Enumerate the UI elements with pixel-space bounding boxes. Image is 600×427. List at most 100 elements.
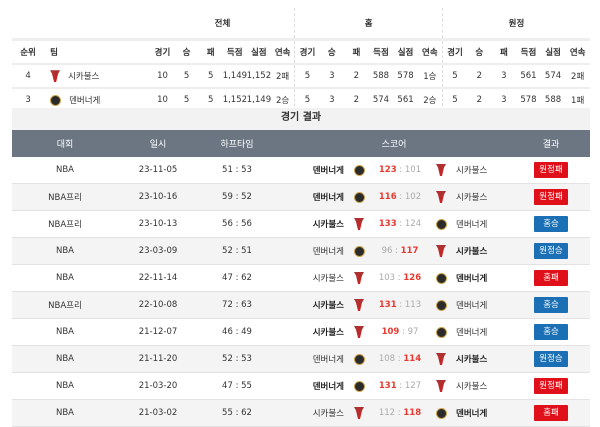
header-all-4: 실점	[246, 39, 271, 65]
header-away-0: 경기	[441, 39, 467, 65]
home-score: 108	[378, 354, 396, 364]
halftime: 59 : 52	[198, 183, 276, 211]
results-table: 대회 일시 하프타임 스코어 결과 NBA 23-11-05 51 : 53 덴버너게…	[12, 130, 590, 427]
group-away: 원정	[441, 8, 590, 41]
header-home-0: 경기	[294, 39, 320, 65]
away-team[interactable]: 덴버너게	[452, 399, 513, 427]
home-team[interactable]: 시카불스	[276, 264, 348, 292]
away-승: 2	[467, 64, 492, 89]
header-away-4: 실점	[540, 39, 566, 65]
score: 116 : 102	[370, 183, 430, 211]
away-team[interactable]: 시카불스	[452, 345, 513, 373]
home-score: 131	[378, 300, 397, 310]
date: 21-11-20	[118, 345, 198, 373]
header-home-3: 득점	[368, 39, 394, 65]
home-team[interactable]: 덴버너게	[276, 345, 348, 373]
home-team[interactable]: 시카불스	[276, 399, 348, 427]
date: 21-03-02	[118, 399, 198, 427]
away-team[interactable]: 시카불스	[452, 183, 513, 211]
nuggets-logo-icon	[50, 95, 62, 106]
header-rank: 순위	[12, 39, 45, 65]
away-team[interactable]: 시카불스	[452, 237, 513, 265]
nuggets-logo-icon	[435, 326, 447, 338]
bulls-logo-icon	[354, 299, 364, 311]
bulls-logo-icon	[50, 70, 61, 83]
away-실점: 574	[540, 64, 566, 89]
away-team[interactable]: 시카불스	[452, 372, 513, 400]
header-home-1: 승	[319, 39, 345, 65]
halftime: 46 : 49	[198, 318, 276, 346]
score: 108 : 114	[370, 345, 430, 373]
header-all-1: 승	[174, 39, 199, 65]
league: NBA	[12, 345, 118, 373]
standings-row: 4 시카불스 10 5 5 1,149 1,152 2패 5 3 2 588 578 1승 5 2 3 561 57…	[12, 64, 590, 89]
away-score: 117	[400, 246, 419, 256]
bulls-logo-icon	[436, 164, 446, 176]
team-cell[interactable]: 시카불스	[44, 64, 151, 89]
away-team[interactable]: 덴버너게	[452, 318, 513, 346]
halftime: 47 : 62	[198, 264, 276, 292]
header-all-5: 연속	[270, 39, 295, 65]
halftime: 52 : 51	[198, 237, 276, 265]
result-badge: 홈패	[534, 270, 569, 286]
away-team[interactable]: 덴버너게	[452, 210, 513, 238]
halftime: 47 : 55	[198, 372, 276, 400]
result-row: NBA 21-12-07 46 : 49 시카불스 109 : 97 덴버너게 홈승	[12, 318, 590, 346]
away-team[interactable]: 시카불스	[452, 157, 513, 184]
header-all-2: 패	[198, 39, 223, 65]
all-패: 5	[198, 64, 223, 89]
home-team[interactable]: 시카불스	[276, 210, 348, 238]
away-연속: 2패	[565, 64, 590, 89]
result-row: NBA프리 22-10-08 72 : 63 시카불스 131 : 113 덴버너게 홈승	[12, 291, 590, 319]
date: 21-12-07	[118, 318, 198, 346]
result-row: NBA 21-03-20 47 : 55 덴버너게 131 : 127 시카불스 원정패	[12, 372, 590, 400]
home-team[interactable]: 시카불스	[276, 291, 348, 319]
nuggets-logo-icon	[435, 299, 447, 311]
home-team[interactable]: 덴버너게	[276, 237, 348, 265]
team-name: 시카불스	[68, 71, 100, 82]
away-패: 3	[491, 64, 517, 89]
away-score: 113	[404, 300, 422, 310]
bulls-logo-icon	[354, 218, 364, 230]
away-score: 118	[403, 408, 422, 418]
date: 23-10-16	[118, 183, 198, 211]
league: NBA	[12, 157, 118, 184]
result-badge: 원정승	[534, 351, 569, 367]
league: NBA프리	[12, 291, 118, 319]
home-score: 96	[381, 246, 393, 256]
score: 133 : 124	[370, 210, 430, 238]
all-연속: 2패	[270, 64, 295, 89]
group-home: 홈	[294, 8, 443, 41]
score: 103 : 126	[370, 264, 430, 292]
home-team[interactable]: 시카불스	[276, 318, 348, 346]
standings-table: 전체 홈 원정 순위 팀 경기 승 패 득점 실점 연속 경기 승 패 득점 실점 연속 경기 승 패 득점 실점 연…	[12, 8, 590, 113]
halftime: 51 : 53	[198, 157, 276, 184]
home-실점: 578	[393, 64, 418, 89]
nuggets-logo-icon	[353, 353, 365, 365]
home-연속: 1승	[417, 64, 443, 89]
home-패: 2	[344, 64, 369, 89]
header-halftime: 하프타임	[198, 130, 276, 157]
away-team[interactable]: 덴버너게	[452, 264, 513, 292]
home-score: 109	[381, 327, 400, 337]
bulls-logo-icon	[436, 245, 446, 257]
away-score: 114	[403, 354, 422, 364]
halftime: 72 : 63	[198, 291, 276, 319]
score: 131 : 127	[370, 372, 430, 400]
result-row: NBA 21-03-02 55 : 62 시카불스 112 : 118 덴버너게 홈패	[12, 399, 590, 427]
date: 21-03-20	[118, 372, 198, 400]
score: 131 : 113	[370, 291, 430, 319]
result-row: NBA 22-11-14 47 : 62 시카불스 103 : 126 덴버너게 홈패	[12, 264, 590, 292]
result-row: NBA 21-11-20 52 : 53 덴버너게 108 : 114 시카불스 원정승	[12, 345, 590, 373]
home-score: 112	[378, 408, 396, 418]
team-name: 덴버너게	[69, 96, 101, 106]
home-team[interactable]: 덴버너게	[276, 372, 348, 400]
home-team[interactable]: 덴버너게	[276, 157, 348, 184]
header-home-5: 연속	[417, 39, 443, 65]
home-team[interactable]: 덴버너게	[276, 183, 348, 211]
away-score: 124	[404, 219, 422, 229]
bulls-logo-icon	[354, 272, 364, 284]
header-all-3: 득점	[222, 39, 247, 65]
header-score: 스코어	[276, 130, 513, 157]
away-team[interactable]: 덴버너게	[452, 291, 513, 319]
